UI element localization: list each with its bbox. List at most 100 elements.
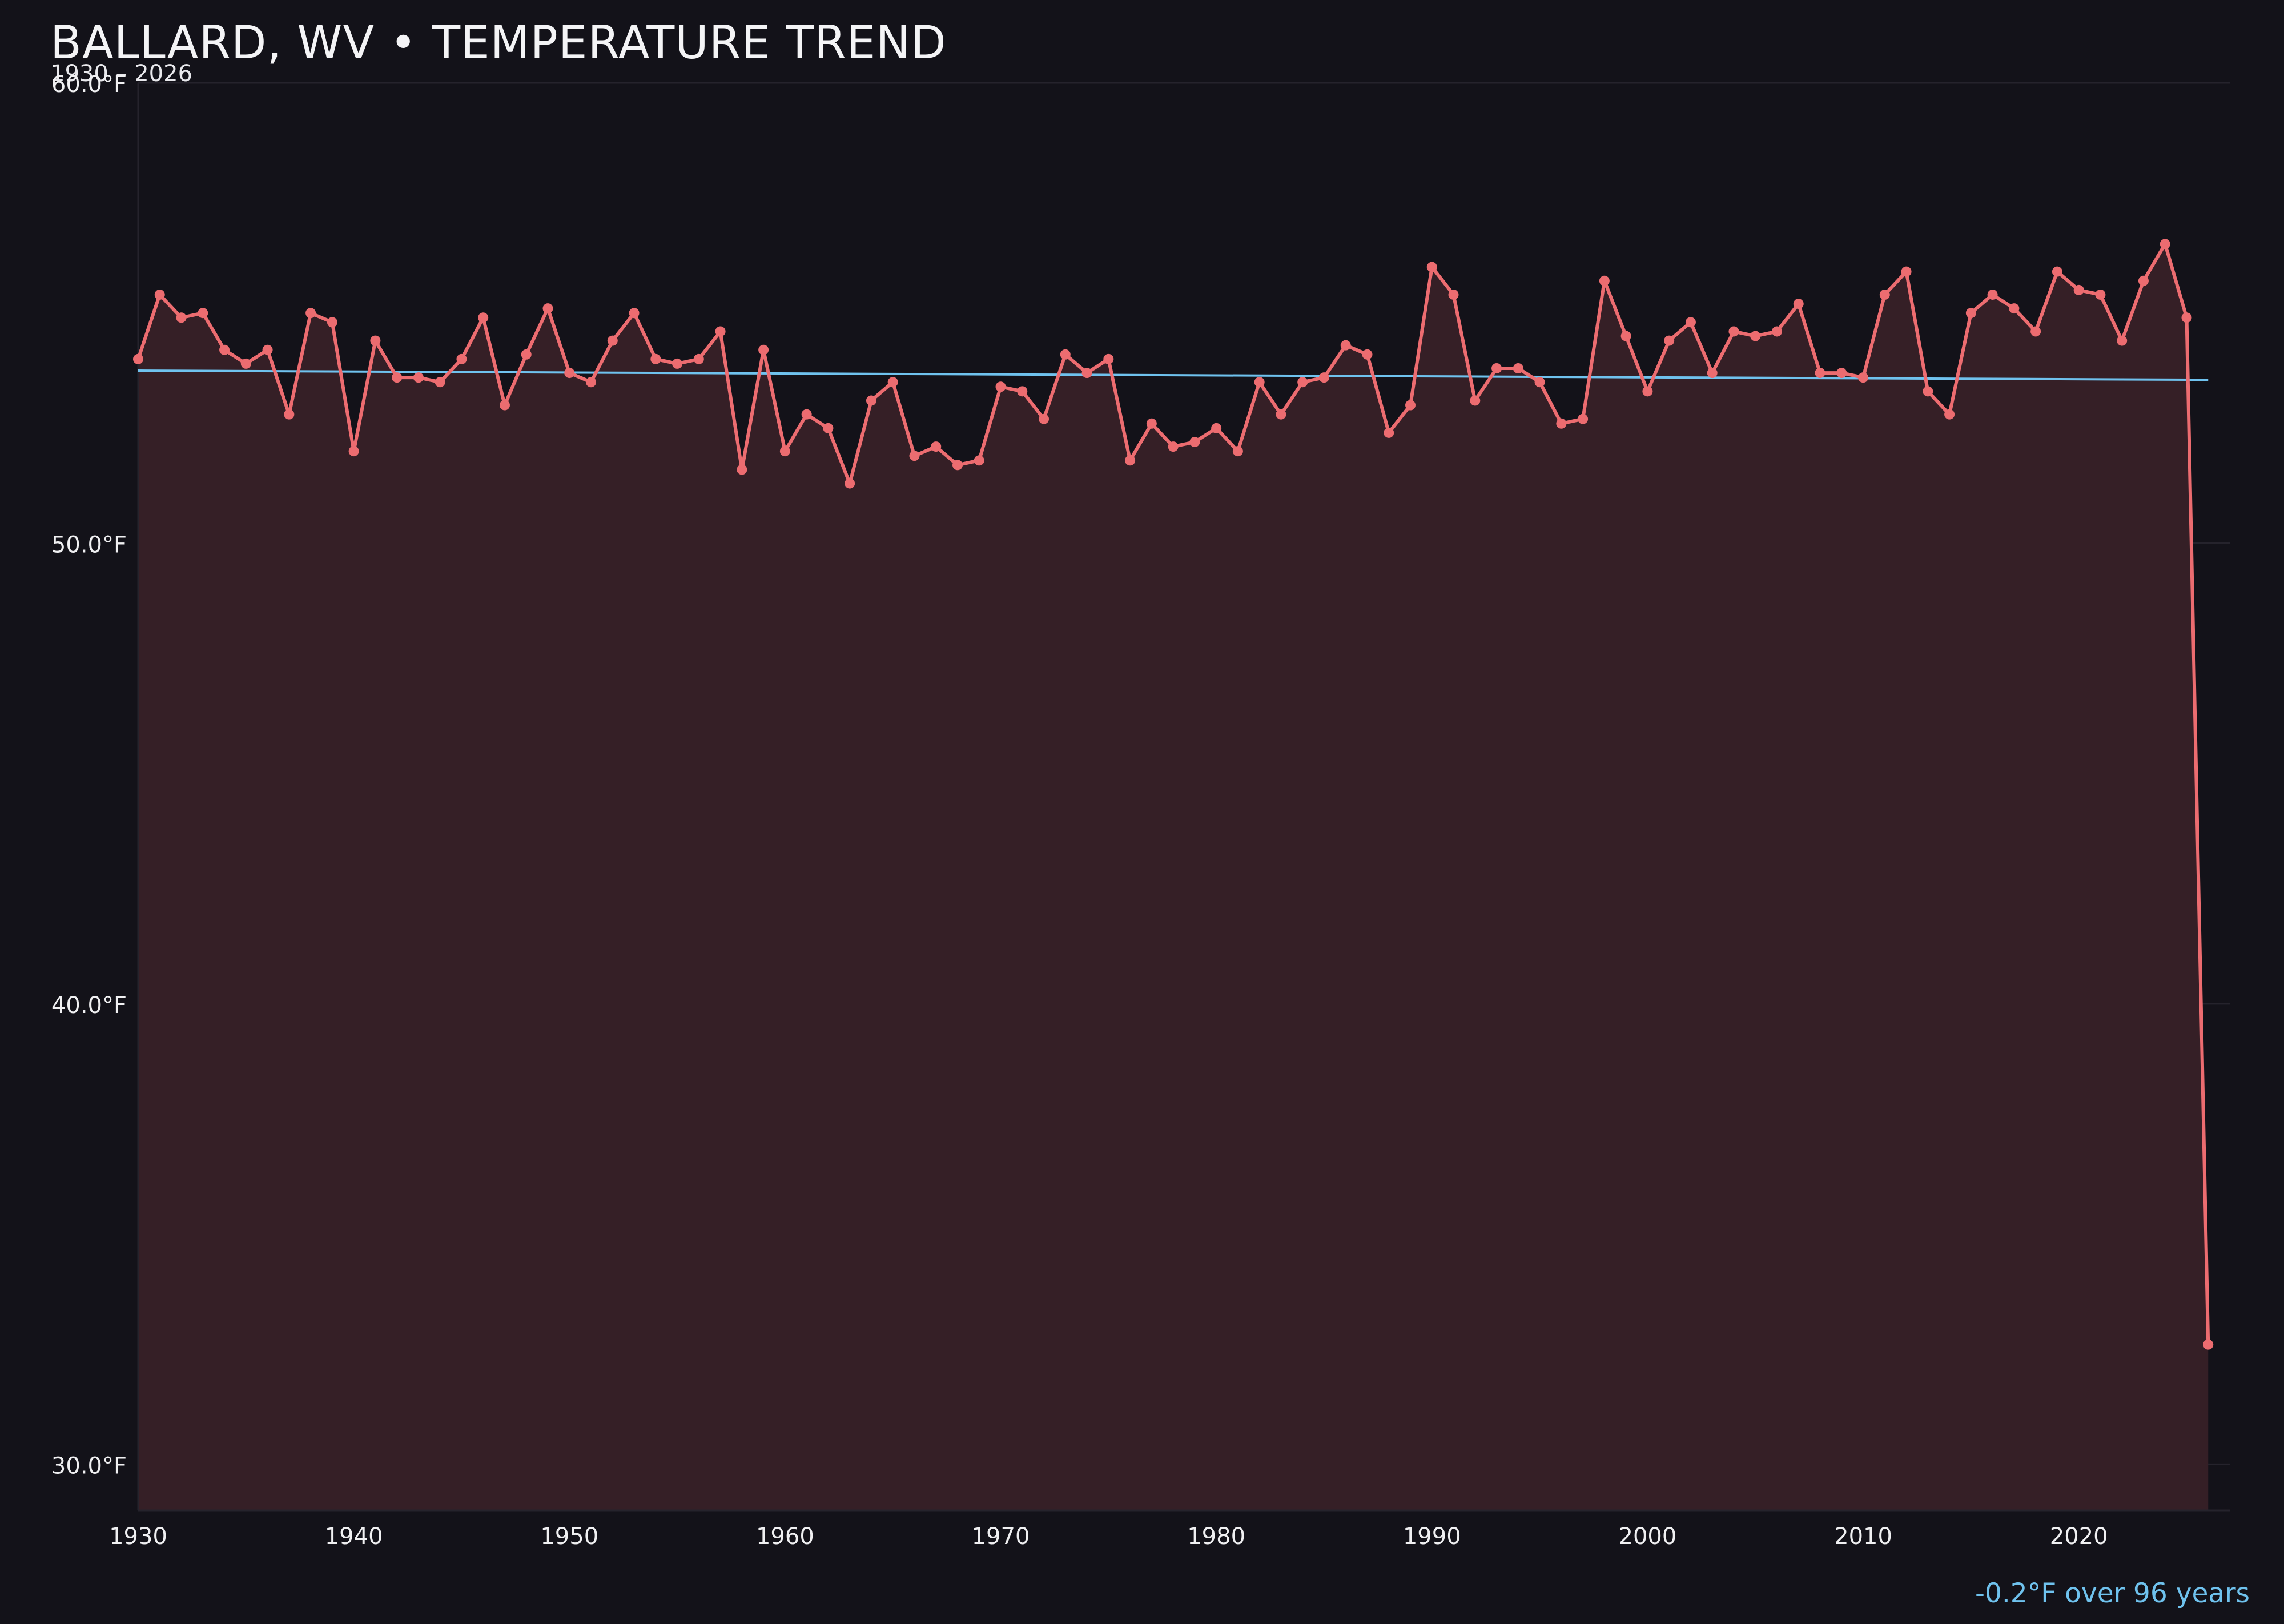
temperature-point xyxy=(1772,326,1782,336)
temperature-point xyxy=(521,349,532,360)
temperature-point xyxy=(198,308,208,318)
temperature-point xyxy=(1556,419,1566,429)
temperature-point xyxy=(1125,455,1135,465)
temperature-point xyxy=(176,312,187,323)
temperature-area-fill xyxy=(138,244,2208,1510)
temperature-point xyxy=(1513,363,1523,373)
temperature-point xyxy=(1750,331,1760,341)
temperature-point xyxy=(1470,395,1480,405)
trend-summary: -0.2°F over 96 years xyxy=(1975,1578,2250,1609)
temperature-point xyxy=(349,446,359,456)
temperature-point xyxy=(694,354,704,364)
y-tick-label: 60.0°F xyxy=(51,71,127,98)
temperature-point xyxy=(1535,377,1545,387)
temperature-point xyxy=(1039,414,1049,424)
temperature-point xyxy=(2030,326,2041,336)
x-tick-label: 1970 xyxy=(972,1523,1030,1550)
temperature-point xyxy=(650,354,661,364)
temperature-point xyxy=(1384,428,1394,438)
temperature-point xyxy=(1168,441,1179,452)
area-layer xyxy=(138,244,2208,1510)
temperature-point xyxy=(1707,368,1718,378)
temperature-point xyxy=(909,451,919,461)
temperature-point xyxy=(2181,312,2191,323)
temperature-point xyxy=(1728,326,1739,336)
temperature-point xyxy=(1211,423,1221,433)
temperature-point xyxy=(802,409,812,420)
temperature-point xyxy=(974,455,984,465)
temperature-point xyxy=(564,368,574,378)
temperature-point xyxy=(2117,336,2127,346)
temperature-point xyxy=(672,359,682,369)
x-tick-label: 1930 xyxy=(109,1523,167,1550)
temperature-point xyxy=(413,372,424,383)
temperature-point xyxy=(1578,414,1588,424)
temperature-point xyxy=(1988,290,1998,300)
x-tick-label: 2010 xyxy=(1834,1523,1892,1550)
temperature-point xyxy=(2074,285,2084,295)
temperature-point xyxy=(1254,377,1265,387)
temperature-point xyxy=(1642,386,1652,396)
x-tick-label: 2020 xyxy=(2050,1523,2108,1550)
temperature-point xyxy=(845,479,855,489)
temperature-point xyxy=(1794,299,1804,309)
temperature-point xyxy=(1297,377,1308,387)
temperature-point xyxy=(1341,340,1351,351)
temperature-point xyxy=(241,359,251,369)
temperature-point xyxy=(931,441,941,452)
temperature-point xyxy=(2009,303,2019,313)
temperature-point xyxy=(1966,308,1976,318)
temperature-point xyxy=(823,423,833,433)
temperature-point xyxy=(1858,372,1868,383)
x-tick-label: 1990 xyxy=(1403,1523,1461,1550)
temperature-point xyxy=(1103,354,1113,364)
temperature-point xyxy=(608,336,618,346)
temperature-point xyxy=(1082,368,1092,378)
temperature-point xyxy=(1233,446,1243,456)
y-tick-label: 40.0°F xyxy=(51,992,127,1019)
temperature-point xyxy=(1405,400,1416,411)
temperature-point xyxy=(1664,336,1674,346)
temperature-point xyxy=(780,446,790,456)
temperature-point xyxy=(1060,349,1071,360)
y-tick-label: 50.0°F xyxy=(51,532,127,558)
temperature-point xyxy=(1276,409,1286,420)
temperature-point xyxy=(2203,1340,2213,1350)
temperature-point xyxy=(155,290,165,300)
temperature-point xyxy=(370,336,380,346)
temperature-point xyxy=(305,308,316,318)
temperature-point xyxy=(2095,290,2105,300)
x-tick-label: 1980 xyxy=(1187,1523,1245,1550)
temperature-point xyxy=(1621,331,1631,341)
temperature-point xyxy=(392,372,402,383)
temperature-point xyxy=(1901,267,1912,277)
x-tick-label: 1960 xyxy=(756,1523,814,1550)
temperature-point xyxy=(1449,290,1459,300)
temperature-point xyxy=(715,326,726,336)
temperature-point xyxy=(478,312,488,323)
x-tick-label: 2000 xyxy=(1619,1523,1677,1550)
temperature-point xyxy=(888,377,898,387)
temperature-point xyxy=(284,409,294,420)
temperature-point xyxy=(456,354,467,364)
temperature-point xyxy=(133,354,143,364)
temperature-point xyxy=(1686,317,1696,327)
temperature-point xyxy=(996,381,1006,392)
temperature-point xyxy=(2160,239,2170,249)
temperature-point xyxy=(1923,386,1933,396)
temperature-point xyxy=(1944,409,1955,420)
temperature-point xyxy=(866,395,876,405)
temperature-point xyxy=(1362,349,1372,360)
temperature-point xyxy=(737,464,747,475)
temperature-point xyxy=(1147,419,1157,429)
temperature-point xyxy=(542,303,553,313)
temperature-point xyxy=(263,345,273,355)
y-tick-label: 30.0°F xyxy=(51,1453,127,1479)
temperature-point xyxy=(2052,267,2062,277)
temperature-point xyxy=(952,460,963,470)
x-tick-label: 1950 xyxy=(540,1523,598,1550)
temperature-point xyxy=(758,345,769,355)
temperature-point xyxy=(2138,276,2149,286)
temperature-point xyxy=(1491,363,1502,373)
